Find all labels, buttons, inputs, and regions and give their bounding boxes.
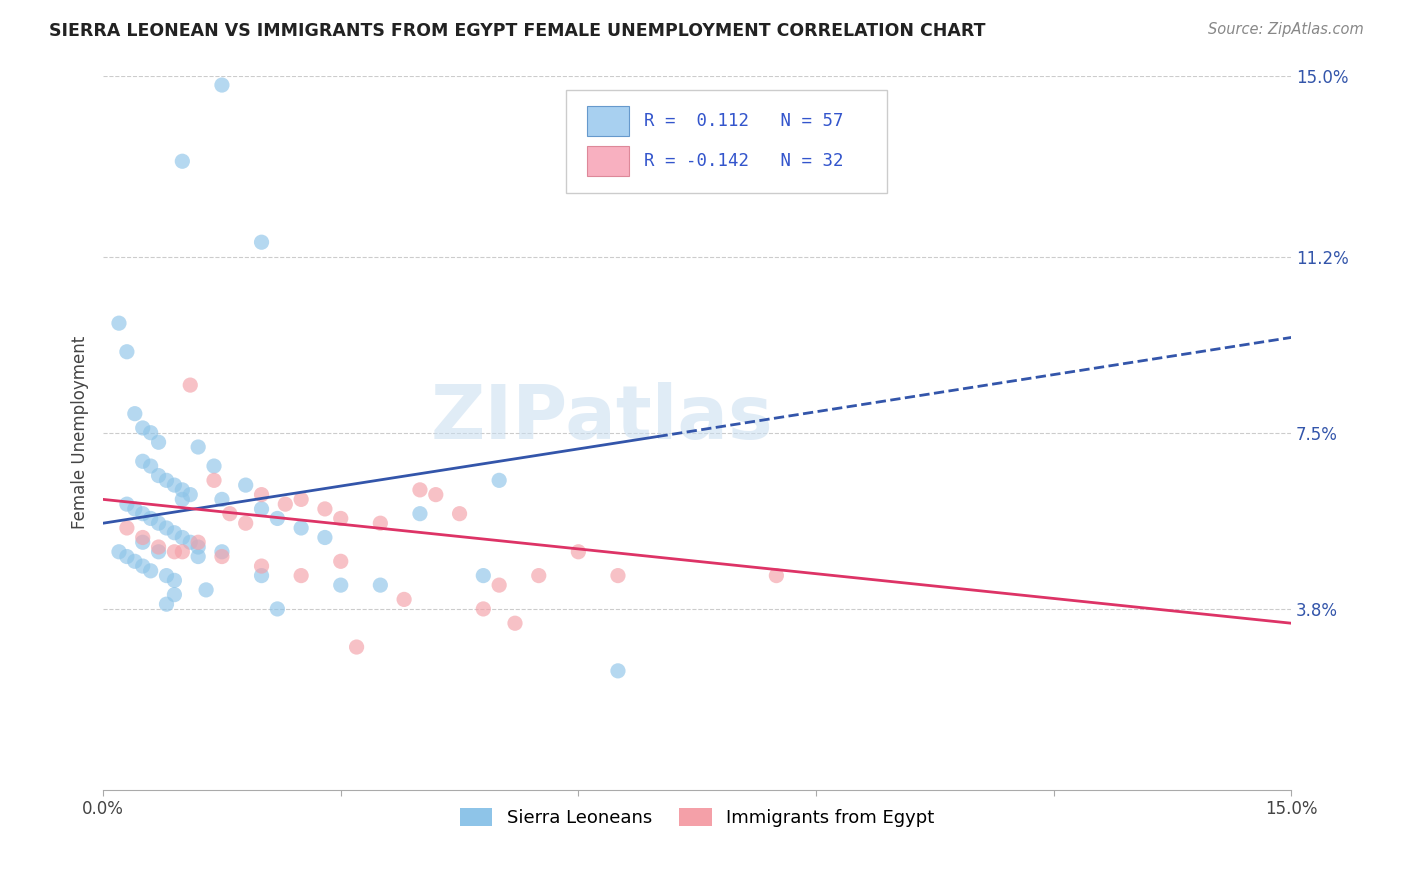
- Point: [163, 525, 186, 540]
- Point: [211, 545, 233, 559]
- Point: [108, 545, 131, 559]
- Y-axis label: Female Unemployment: Female Unemployment: [72, 336, 89, 529]
- Point: [172, 492, 194, 507]
- FancyBboxPatch shape: [567, 90, 887, 194]
- Point: [346, 640, 368, 654]
- Point: [250, 559, 273, 574]
- Point: [290, 492, 312, 507]
- Point: [132, 507, 155, 521]
- Point: [115, 521, 138, 535]
- Point: [139, 458, 162, 473]
- Point: [211, 78, 233, 92]
- Point: [266, 511, 288, 525]
- Point: [370, 578, 392, 592]
- Text: Source: ZipAtlas.com: Source: ZipAtlas.com: [1208, 22, 1364, 37]
- Point: [314, 531, 336, 545]
- Point: [132, 454, 155, 468]
- Point: [139, 425, 162, 440]
- Legend: Sierra Leoneans, Immigrants from Egypt: Sierra Leoneans, Immigrants from Egypt: [453, 801, 942, 835]
- Point: [202, 474, 225, 488]
- Point: [124, 502, 146, 516]
- Point: [179, 488, 201, 502]
- Point: [449, 507, 471, 521]
- Point: [187, 535, 209, 549]
- Point: [488, 578, 510, 592]
- Point: [148, 540, 170, 554]
- Point: [187, 549, 209, 564]
- Point: [250, 568, 273, 582]
- Point: [155, 474, 177, 488]
- Point: [235, 516, 257, 531]
- Point: [163, 574, 186, 588]
- Point: [124, 407, 146, 421]
- Point: [172, 154, 194, 169]
- Point: [179, 378, 201, 392]
- Point: [250, 502, 273, 516]
- Point: [211, 492, 233, 507]
- Point: [155, 521, 177, 535]
- Text: SIERRA LEONEAN VS IMMIGRANTS FROM EGYPT FEMALE UNEMPLOYMENT CORRELATION CHART: SIERRA LEONEAN VS IMMIGRANTS FROM EGYPT …: [49, 22, 986, 40]
- Point: [115, 497, 138, 511]
- Point: [148, 435, 170, 450]
- Point: [266, 602, 288, 616]
- Point: [187, 540, 209, 554]
- Point: [115, 344, 138, 359]
- Point: [392, 592, 415, 607]
- Point: [250, 488, 273, 502]
- Point: [607, 664, 630, 678]
- Point: [409, 507, 432, 521]
- Point: [250, 235, 273, 250]
- Point: [179, 535, 201, 549]
- Point: [132, 535, 155, 549]
- Text: R =  0.112   N = 57: R = 0.112 N = 57: [644, 112, 844, 129]
- Point: [329, 578, 352, 592]
- Point: [148, 545, 170, 559]
- Point: [202, 458, 225, 473]
- Point: [370, 516, 392, 531]
- Point: [124, 554, 146, 568]
- Point: [187, 440, 209, 454]
- Point: [139, 511, 162, 525]
- Point: [567, 545, 589, 559]
- Point: [218, 507, 240, 521]
- Point: [132, 421, 155, 435]
- Point: [163, 545, 186, 559]
- Point: [115, 549, 138, 564]
- Point: [314, 502, 336, 516]
- Point: [108, 316, 131, 330]
- Point: [172, 545, 194, 559]
- Point: [163, 588, 186, 602]
- Point: [172, 483, 194, 497]
- Point: [425, 488, 447, 502]
- Point: [155, 568, 177, 582]
- Point: [472, 602, 495, 616]
- Text: ZIPatlas: ZIPatlas: [430, 382, 773, 455]
- Point: [329, 554, 352, 568]
- Point: [527, 568, 550, 582]
- Point: [148, 468, 170, 483]
- Point: [132, 559, 155, 574]
- FancyBboxPatch shape: [586, 105, 630, 136]
- Point: [607, 568, 630, 582]
- Point: [195, 582, 218, 597]
- Point: [329, 511, 352, 525]
- Point: [488, 474, 510, 488]
- Point: [172, 531, 194, 545]
- Point: [765, 568, 787, 582]
- Point: [472, 568, 495, 582]
- Point: [290, 521, 312, 535]
- Point: [148, 516, 170, 531]
- Point: [163, 478, 186, 492]
- Point: [155, 597, 177, 611]
- Text: R = -0.142   N = 32: R = -0.142 N = 32: [644, 153, 844, 170]
- Point: [290, 568, 312, 582]
- Point: [503, 616, 526, 631]
- Point: [139, 564, 162, 578]
- Point: [409, 483, 432, 497]
- Point: [211, 549, 233, 564]
- Point: [274, 497, 297, 511]
- Point: [235, 478, 257, 492]
- FancyBboxPatch shape: [586, 146, 630, 177]
- Point: [132, 531, 155, 545]
